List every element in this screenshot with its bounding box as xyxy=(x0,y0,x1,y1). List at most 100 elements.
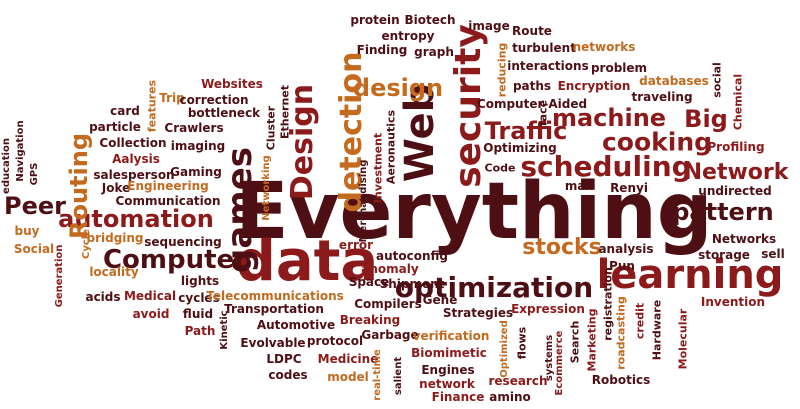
word-robotics: Robotics xyxy=(591,373,651,387)
word-error: error xyxy=(338,238,374,252)
word-computer: Computer xyxy=(102,245,248,275)
word-machine: machine xyxy=(551,104,667,132)
word-path: Path xyxy=(184,324,216,338)
word-collection: Collection xyxy=(99,136,167,150)
word-design-v: Design xyxy=(285,83,320,201)
word-networks-right: Networks xyxy=(711,232,777,246)
word-social-top: social xyxy=(710,62,724,98)
word-investment: Investment xyxy=(371,132,385,204)
word-codes: codes xyxy=(268,368,308,382)
word-traffic: Traffic xyxy=(484,117,568,145)
word-autoconfig: autoconfig xyxy=(375,249,449,263)
word-cluster: Cluster xyxy=(264,105,278,151)
word-learning: learning xyxy=(596,252,784,298)
word-acids: acids xyxy=(85,290,121,304)
word-automotive: Automotive xyxy=(256,318,336,332)
word-sell: sell xyxy=(761,247,785,261)
word-encryption: Encryption xyxy=(557,79,631,93)
word-ecommerce: Ecommerce xyxy=(554,330,565,396)
word-protein: protein xyxy=(350,13,400,27)
word-particle: particle xyxy=(89,120,141,134)
word-chemical: Chemical xyxy=(731,73,745,131)
word-lights: lights xyxy=(180,274,220,288)
word-engineering: Engineering xyxy=(127,179,209,193)
word-aeronautics: Aeronautics xyxy=(384,109,398,185)
word-molecular: Molecular xyxy=(676,308,690,370)
word-max: max xyxy=(564,179,594,193)
word-protocol: protocol xyxy=(306,334,364,348)
word-search: Search xyxy=(568,320,582,364)
word-generation: Generation xyxy=(54,244,65,308)
word-biomimetic: Biomimetic xyxy=(411,346,487,360)
word-verification: verification xyxy=(412,329,490,343)
word-cooking: cooking xyxy=(601,127,713,157)
word-optimizing: Optimizing xyxy=(483,141,557,155)
word-real-time: real-time xyxy=(372,349,383,401)
word-expression: Expression xyxy=(511,302,585,316)
word-social-left: Social xyxy=(13,242,55,256)
word-garbage: Garbage xyxy=(361,328,419,342)
word-invention: Invention xyxy=(700,295,766,309)
word-education: education xyxy=(1,138,12,194)
word-shipment: Shipment xyxy=(379,277,445,291)
word-medicine: Medicine xyxy=(317,352,379,366)
word-image: image xyxy=(468,19,510,33)
word-profiling: Profiling xyxy=(707,140,765,154)
word-big: Big xyxy=(684,105,728,133)
word-correction: correction xyxy=(179,93,249,107)
word-fluid: fluid xyxy=(182,307,214,321)
word-finding: Finding xyxy=(356,43,408,57)
word-gaming: Gaming xyxy=(170,165,222,179)
word-navigation: Navigation xyxy=(15,120,26,182)
word-compilers: Compilers xyxy=(354,297,422,311)
word-crawlers: Crawlers xyxy=(164,121,224,135)
word-telecommunications: Telecommunications xyxy=(206,289,344,303)
word-renyi: Renyi xyxy=(610,181,648,195)
word-route: Route xyxy=(512,24,552,38)
word-network-small: network xyxy=(419,377,475,391)
word-marketing: Marketing xyxy=(585,308,599,372)
word-model: model xyxy=(327,370,369,384)
word-stocks: stocks xyxy=(522,235,602,260)
word-gps: GPS xyxy=(29,162,40,186)
word-features: features xyxy=(145,79,159,133)
word-graph: graph xyxy=(414,45,454,59)
word-networks-top: networks xyxy=(572,40,636,54)
word-entropy: entropy xyxy=(381,29,435,43)
word-medical: Medical xyxy=(123,289,177,303)
word-pun: Pun xyxy=(609,259,635,273)
word-joke: Joke xyxy=(101,181,131,195)
word-ethernet: Ethernet xyxy=(278,84,292,140)
word-salient: salient xyxy=(393,356,404,396)
word-breaking: Breaking xyxy=(339,313,401,327)
word-data: data xyxy=(235,229,379,294)
word-networking: Networking xyxy=(261,155,272,221)
word-aalysis: Aalysis xyxy=(112,152,160,166)
word-communication: Communication xyxy=(115,194,221,208)
word-automation: automation xyxy=(58,205,214,233)
word-sequencing: sequencing xyxy=(144,235,222,249)
word-anomaly: anomaly xyxy=(361,262,419,276)
word-imaging: imaging xyxy=(170,139,226,153)
word-gene: Gene xyxy=(422,293,458,307)
word-computer-aided: Computer-Aided xyxy=(476,97,588,111)
word-analysis: analysis xyxy=(598,242,654,256)
word-bridging: bridging xyxy=(86,231,144,245)
word-routing: Routing xyxy=(65,132,93,240)
word-undirected: undirected xyxy=(698,184,772,198)
word-code: Code xyxy=(484,161,516,175)
word-card: card xyxy=(110,104,140,118)
word-turbulent: turbulent xyxy=(512,41,576,55)
word-avoid: avoid xyxy=(132,307,170,321)
word-scheduling: scheduling xyxy=(520,150,692,183)
word-reducing: reducing xyxy=(495,42,509,98)
word-websites: Websites xyxy=(201,77,263,91)
word-transportation: Transportation xyxy=(224,302,324,316)
word-salesperson: salesperson xyxy=(93,168,175,182)
word-biotech: Biotech xyxy=(404,13,456,27)
word-peer: Peer xyxy=(4,192,66,220)
word-storage: storage xyxy=(698,248,750,262)
word-evolvable: Evolvable xyxy=(240,336,306,350)
word-optimized: Optimized xyxy=(499,320,510,378)
word-space: Space xyxy=(348,275,390,289)
